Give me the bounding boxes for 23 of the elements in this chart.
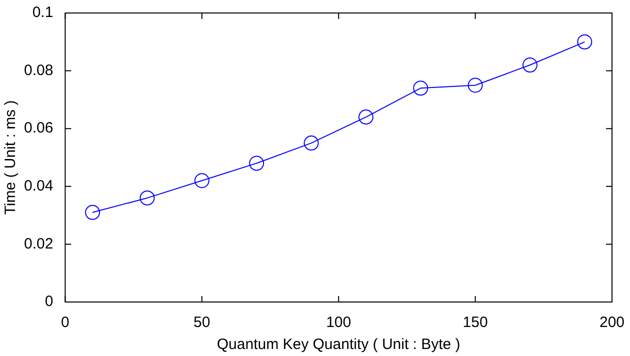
x-tick-label: 50 — [194, 314, 210, 332]
point — [358, 110, 374, 125]
point — [577, 34, 592, 50]
point — [140, 190, 155, 206]
x-tick-label: 100 — [326, 314, 352, 332]
y-tick-label: 0.06 — [24, 120, 54, 137]
y-axis-title: Time ( Unit : ms ) — [2, 100, 20, 215]
point — [194, 173, 210, 188]
x-tick-label: 0 — [61, 314, 70, 332]
point — [413, 80, 428, 96]
y-tick-label: 0.04 — [24, 178, 54, 195]
x-tick-label: 150 — [462, 314, 488, 332]
y-tick-label: 0.08 — [24, 62, 54, 79]
point — [304, 136, 319, 151]
point — [85, 204, 100, 220]
x-tick-label: 200 — [599, 314, 625, 332]
point — [468, 78, 483, 93]
y-tick-label: 0 — [44, 293, 54, 310]
y-tick-label: 0.02 — [24, 235, 54, 252]
point — [522, 58, 538, 73]
point — [249, 156, 264, 171]
x-axis-title: Quantum Key Quantity ( Unit : Byte ) — [216, 336, 460, 354]
y-tick-label: 0.1 — [32, 4, 54, 22]
